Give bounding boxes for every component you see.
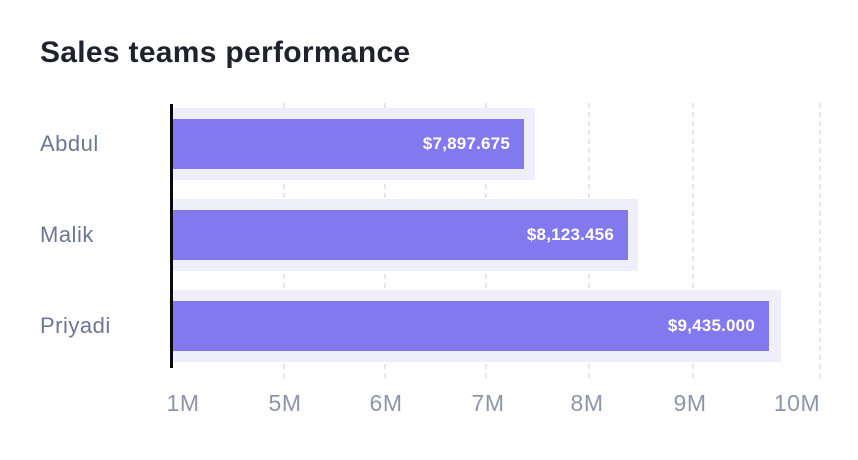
bar-malik: $8,123.456 <box>172 210 628 260</box>
x-axis-tick-6m: 6M <box>369 390 403 416</box>
bar-value-label: $7,897.675 <box>422 134 510 153</box>
category-label-priyadi: Priyadi <box>40 313 111 338</box>
x-axis-tick-8m: 8M <box>570 390 604 416</box>
category-label-abdul: Abdul <box>40 131 99 156</box>
x-axis-tick-5m: 5M <box>268 390 302 416</box>
vertical-gridline <box>692 103 694 378</box>
bar-track: $9,435.000 <box>172 290 781 362</box>
category-label-malik: Malik <box>40 222 94 247</box>
chart-title: Sales teams performance <box>40 36 411 69</box>
bar-track: $8,123.456 <box>172 199 638 271</box>
x-axis-tick-1m: 1M <box>166 390 200 416</box>
bar-value-label: $9,435.000 <box>667 316 755 335</box>
bar-abdul: $7,897.675 <box>172 119 524 169</box>
x-axis-tick-9m: 9M <box>673 390 707 416</box>
x-axis-tick-7m: 7M <box>471 390 505 416</box>
bar-value-label: $8,123.456 <box>526 225 614 244</box>
y-axis-line <box>170 104 173 368</box>
bar-priyadi: $9,435.000 <box>172 301 769 351</box>
vertical-gridline <box>819 103 821 378</box>
bar-track: $7,897.675 <box>172 108 535 180</box>
x-axis-tick-10m: 10M <box>773 390 821 416</box>
